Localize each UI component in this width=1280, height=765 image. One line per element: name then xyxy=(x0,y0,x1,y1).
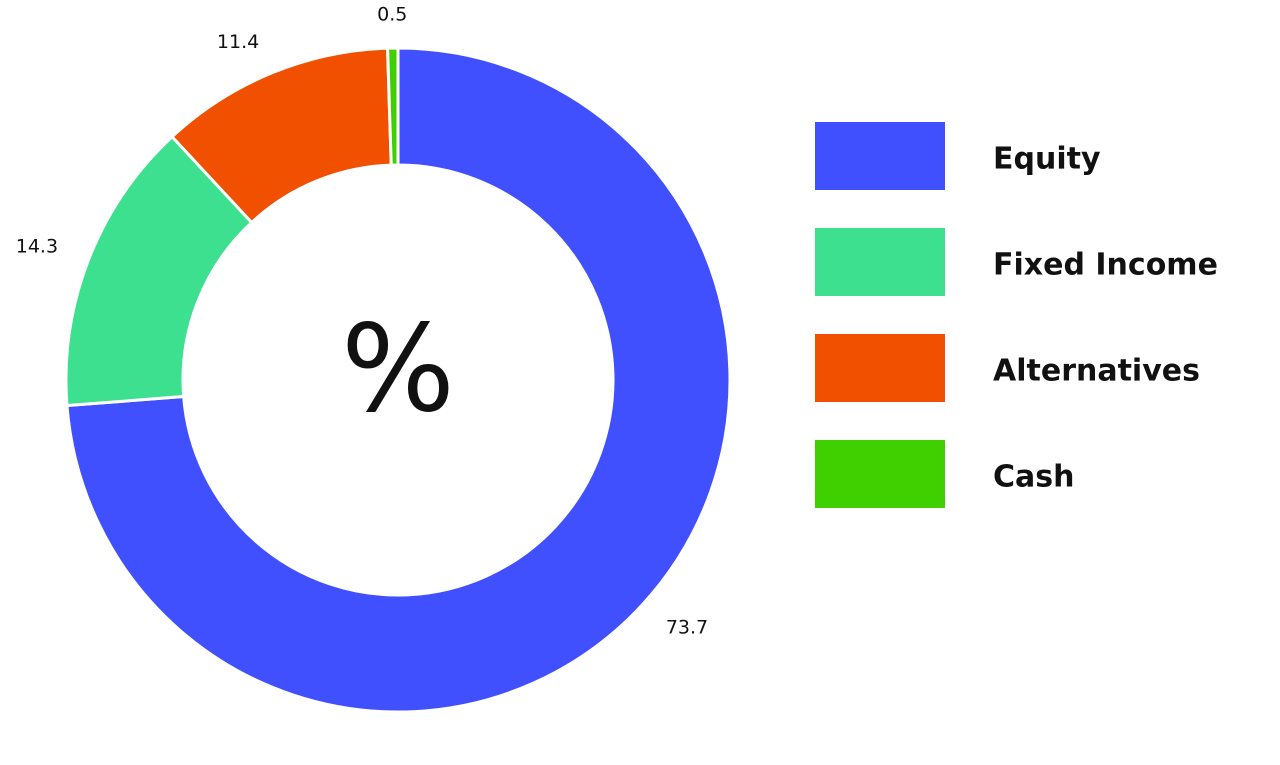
center-label: % xyxy=(341,301,455,440)
legend-label: Alternatives xyxy=(993,354,1200,389)
legend-swatch xyxy=(815,228,945,296)
legend-label: Equity xyxy=(993,142,1101,177)
donut-slice xyxy=(65,46,732,714)
legend-swatch xyxy=(815,334,945,402)
data-label: 0.5 xyxy=(377,4,407,26)
data-label: 73.7 xyxy=(666,616,708,638)
legend-label: Fixed Income xyxy=(993,248,1218,283)
donut-slice xyxy=(386,46,400,167)
legend-swatch xyxy=(815,122,945,190)
data-label: 14.3 xyxy=(16,236,58,258)
legend-label: Cash xyxy=(993,460,1074,495)
legend-swatch xyxy=(815,440,945,508)
data-label: 11.4 xyxy=(217,31,259,53)
